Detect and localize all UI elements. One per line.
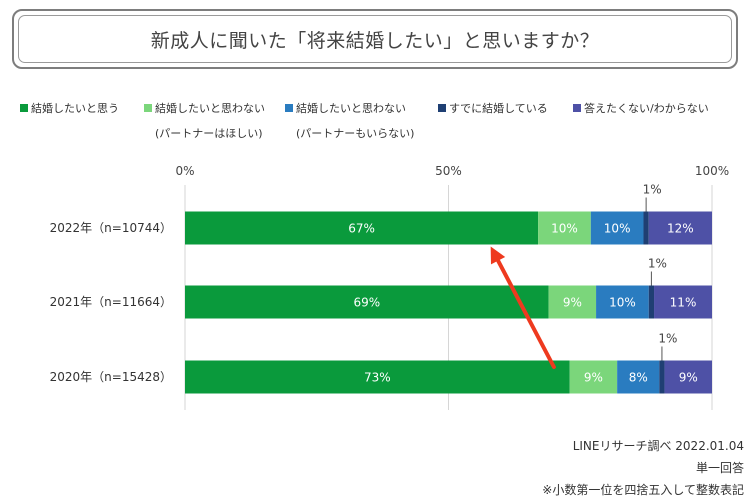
bar-segment: [590, 211, 644, 245]
category-label: 2022年（n=10744）: [50, 221, 172, 235]
data-label: 10%: [609, 296, 636, 310]
legend-swatch: [20, 104, 28, 112]
bar-segment: [654, 285, 712, 319]
rounding-note: ※小数第一位を四捨五入して整数表記: [542, 483, 744, 497]
x-tick-label: 0%: [175, 164, 194, 178]
data-label: 11%: [670, 296, 697, 310]
data-label: 1%: [643, 183, 662, 197]
trend-arrow-shaft: [496, 258, 556, 369]
x-tick-label: 100%: [695, 164, 729, 178]
bar-segment: [185, 360, 570, 394]
data-label: 1%: [658, 332, 677, 346]
legend-label: すでに結婚している: [449, 102, 548, 115]
trend-arrow-head: [490, 246, 506, 265]
legend-swatch: [438, 104, 446, 112]
data-label: 12%: [667, 222, 694, 236]
data-label: 1%: [648, 257, 667, 271]
legend-label: 結婚したいと思わない: [296, 102, 406, 115]
data-label: 69%: [353, 296, 380, 310]
bar-segment: [548, 285, 597, 319]
legend-item-want-marriage: 結婚したいと思う: [20, 100, 119, 116]
legend: 結婚したいと思う 結婚したいと思わない (パートナーはほしい) 結婚したいと思わ…: [20, 100, 740, 140]
chart-title: 新成人に聞いた「将来結婚したい」と思いますか？: [18, 15, 732, 63]
x-tick-label: 50%: [435, 164, 462, 178]
source-note: LINEリサーチ調べ 2022.01.04: [572, 439, 744, 453]
title-box: 新成人に聞いた「将来結婚したい」と思いますか？: [12, 9, 738, 69]
bar-segment: [648, 211, 712, 245]
data-label: 10%: [551, 222, 578, 236]
legend-swatch: [144, 104, 152, 112]
legend-label: 答えたくない/わからない: [584, 102, 709, 115]
bar-segment: [596, 285, 649, 319]
data-label: 10%: [604, 222, 631, 236]
bar-segment: [648, 285, 655, 319]
bar-segment: [643, 211, 649, 245]
legend-item-no-marriage-want-partner: 結婚したいと思わない (パートナーはほしい): [144, 100, 265, 141]
answer-type-note: 単一回答: [695, 461, 744, 475]
data-label: 8%: [629, 371, 648, 385]
legend-label: 結婚したいと思わない: [155, 102, 265, 115]
bar-segment: [664, 360, 712, 394]
data-label: 9%: [679, 371, 698, 385]
legend-label: 結婚したいと思う: [31, 102, 119, 115]
bar-segment: [185, 285, 549, 319]
bar-segment: [569, 360, 618, 394]
data-label: 9%: [584, 371, 603, 385]
data-label: 73%: [364, 371, 391, 385]
bar-segment: [659, 360, 665, 394]
legend-swatch: [573, 104, 581, 112]
bar-segment: [185, 211, 539, 245]
data-label: 67%: [348, 222, 375, 236]
category-label: 2021年（n=11664）: [50, 295, 172, 309]
legend-sublabel: (パートナーもいらない): [296, 127, 415, 140]
legend-item-no-answer: 答えたくない/わからない: [573, 100, 709, 116]
bar-segment: [538, 211, 591, 245]
category-label: 2020年（n=15428）: [50, 370, 172, 384]
legend-item-already-married: すでに結婚している: [438, 100, 548, 116]
legend-swatch: [285, 104, 293, 112]
legend-sublabel: (パートナーはほしい): [155, 127, 263, 140]
bar-segment: [617, 360, 660, 394]
legend-item-no-marriage-no-partner: 結婚したいと思わない (パートナーもいらない): [285, 100, 414, 141]
data-label: 9%: [563, 296, 582, 310]
